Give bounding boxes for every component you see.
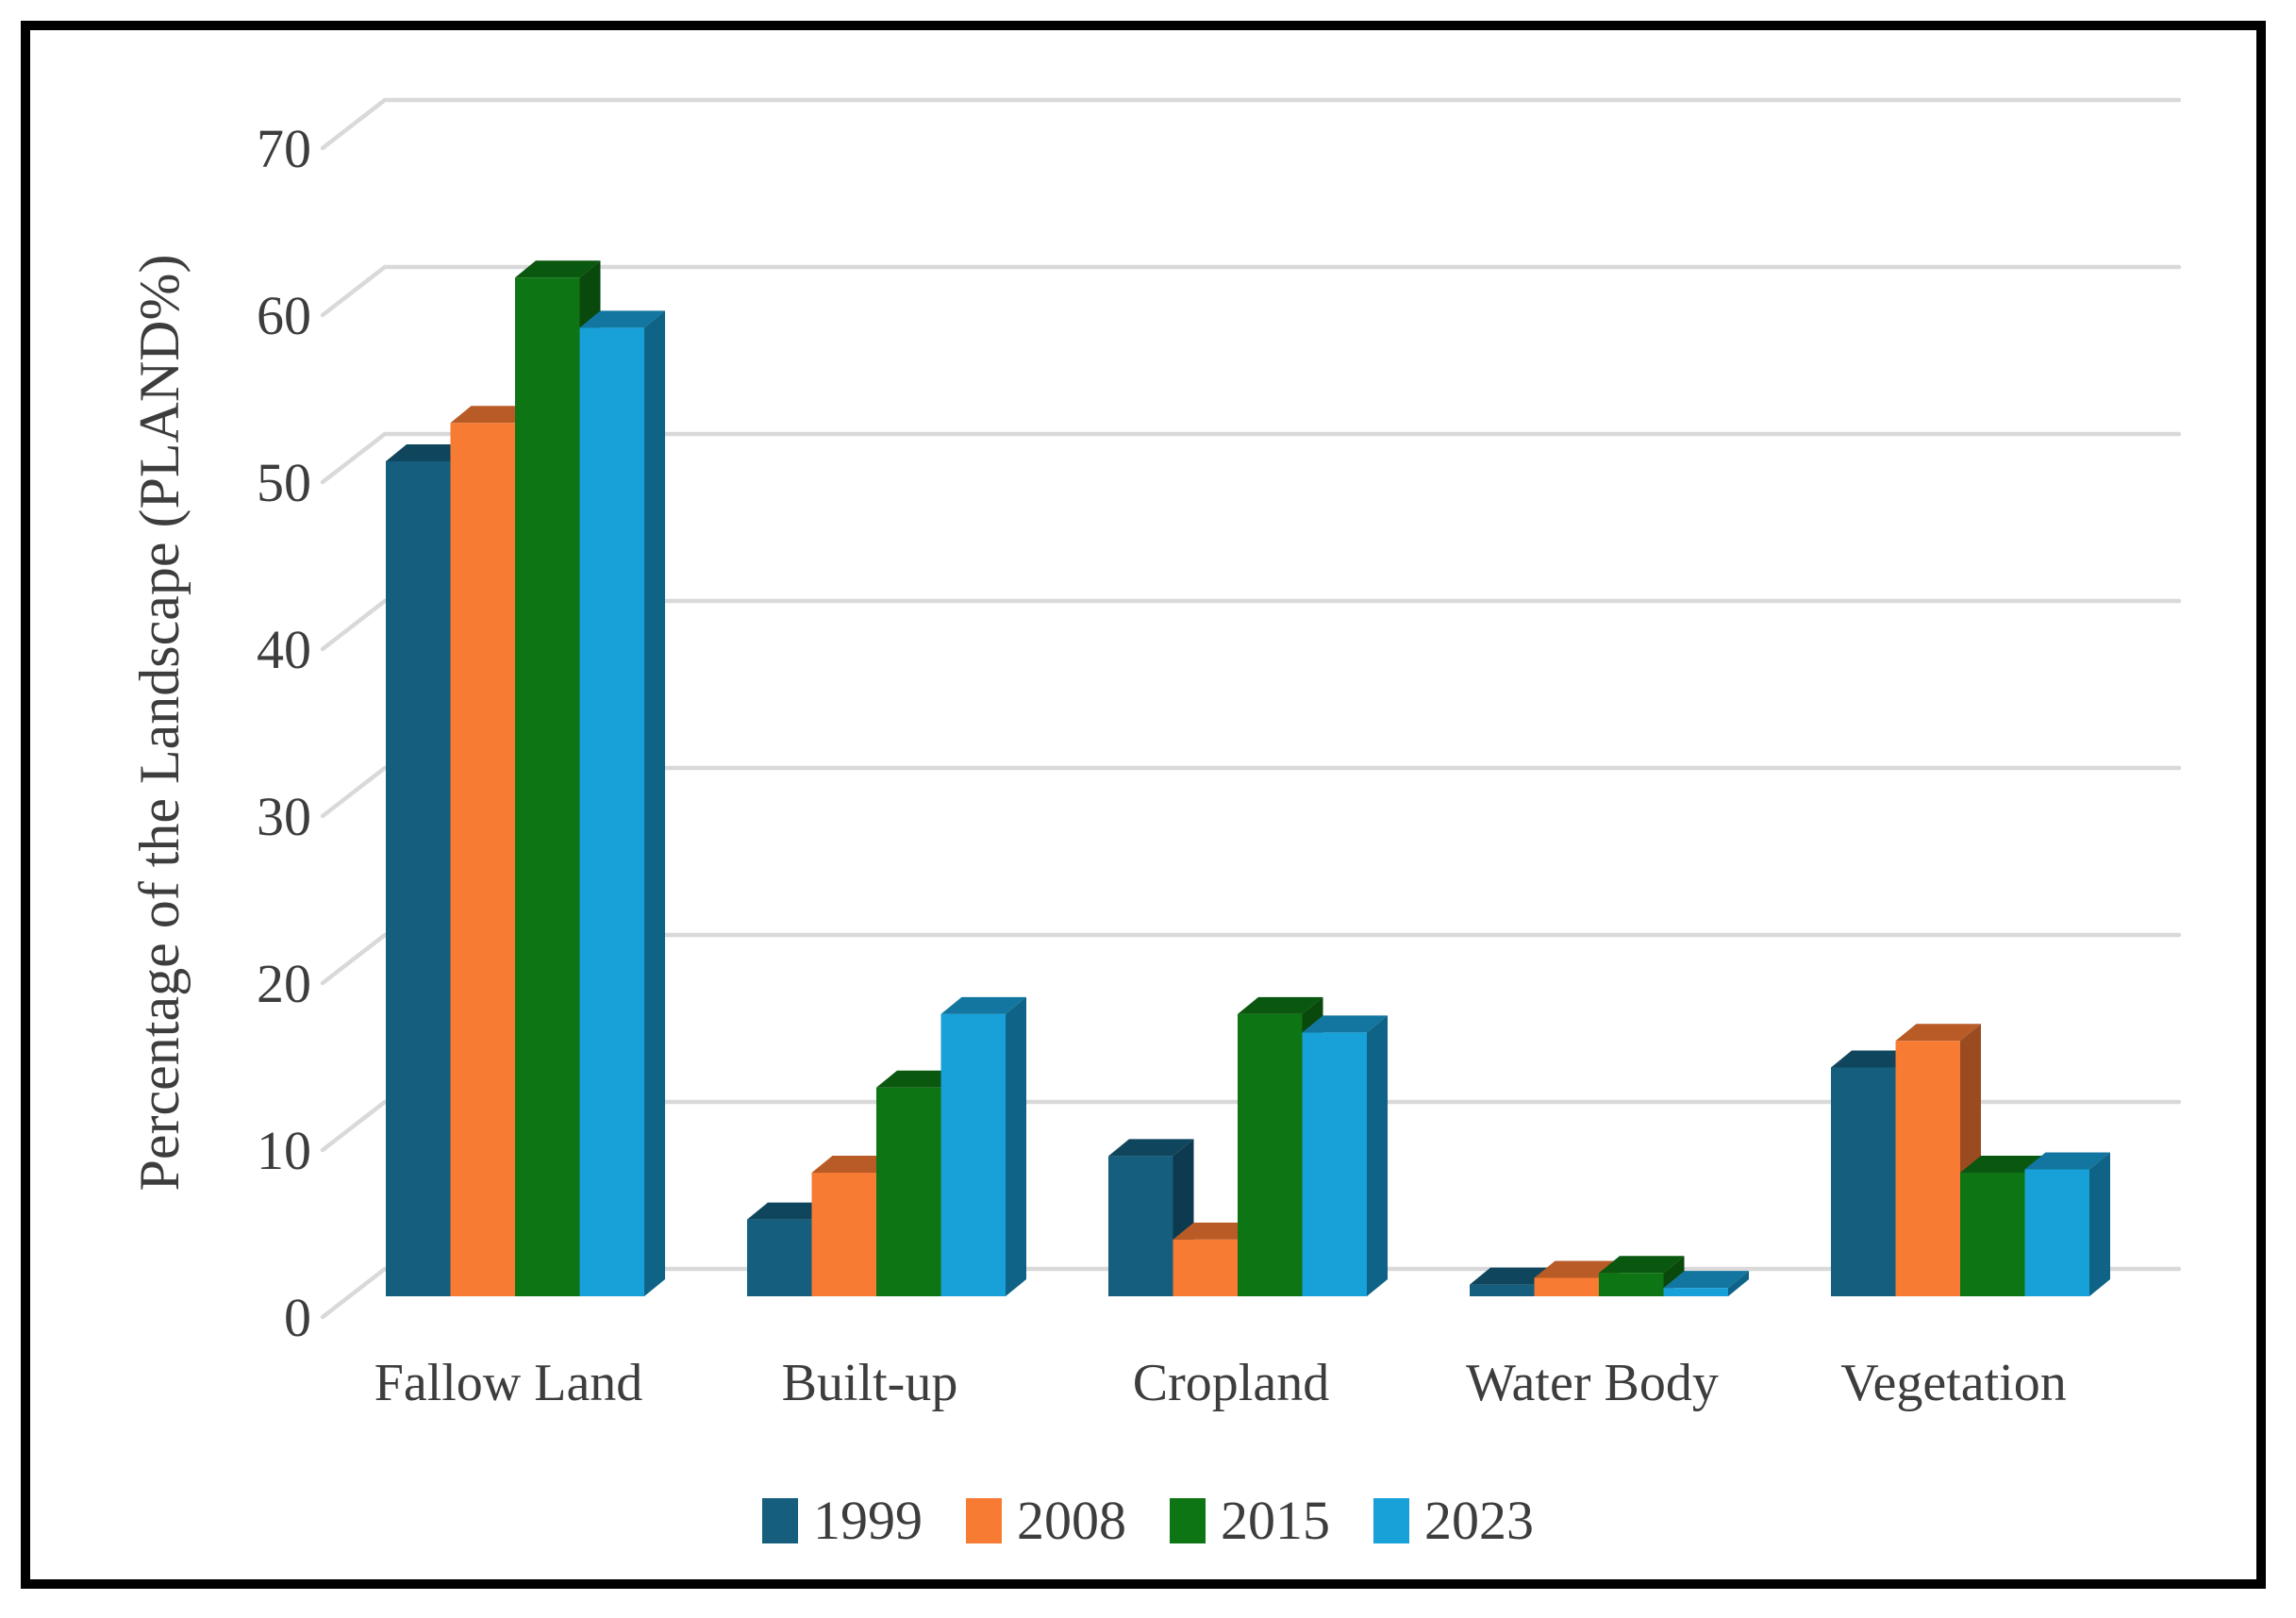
bar-top-face — [1108, 1139, 1194, 1157]
gridline-50 — [320, 431, 2182, 485]
x-axis-label-built-up: Built-up — [781, 1354, 958, 1412]
legend-item-2008: 2008 — [966, 1493, 1126, 1548]
x-axis-label-cropland: Cropland — [1132, 1354, 1330, 1412]
legend-marker-2023 — [1373, 1498, 1409, 1543]
y-tick-label-30: 30 — [257, 786, 311, 847]
bar-2023-built-up — [940, 996, 1026, 1296]
bar-2023-fallow-land — [579, 310, 665, 1296]
bar-front-face — [1470, 1284, 1535, 1296]
legend-label-2008: 2008 — [1017, 1490, 1126, 1551]
bar-front-face — [1831, 1067, 1896, 1296]
y-tick-label-40: 40 — [257, 619, 311, 680]
bar-top-face — [1831, 1050, 1917, 1068]
bar-top-face — [1470, 1267, 1556, 1285]
bar-front-face — [1238, 1013, 1303, 1296]
legend-marker-2015 — [1170, 1498, 1206, 1543]
bar-top-face — [1895, 1024, 1981, 1042]
legend-item-1999: 1999 — [762, 1493, 923, 1548]
bar-side-face — [644, 310, 665, 1296]
bar-front-face — [1173, 1239, 1238, 1296]
legend-item-2015: 2015 — [1170, 1493, 1330, 1548]
bar-front-face — [1663, 1288, 1728, 1296]
bar-top-face — [876, 1070, 962, 1088]
legend: 1999 2008 2015 2023 — [0, 1483, 2296, 1559]
gridline-60 — [320, 264, 2182, 318]
bar-top-face — [1663, 1271, 1749, 1289]
bar-side-face — [1367, 1015, 1388, 1296]
bar-front-face — [1108, 1156, 1173, 1296]
bar-front-face — [876, 1087, 941, 1296]
bar-top-face — [1960, 1156, 2046, 1174]
bar-front-face — [747, 1219, 812, 1296]
bar-top-face — [2024, 1152, 2110, 1170]
bar-front-face — [515, 277, 580, 1296]
bar-front-face — [1895, 1041, 1960, 1296]
bar-side-face — [1006, 996, 1026, 1296]
bar-top-face — [1238, 996, 1323, 1014]
y-tick-label-0: 0 — [284, 1287, 311, 1348]
bar-top-face — [579, 310, 665, 328]
bar-top-face — [450, 406, 536, 424]
bar-front-face — [450, 423, 515, 1296]
legend-label-2023: 2023 — [1424, 1490, 1534, 1551]
gridline-70 — [320, 97, 2182, 151]
legend-item-2023: 2023 — [1373, 1493, 1534, 1548]
y-tick-label-20: 20 — [257, 953, 311, 1014]
y-axis-title: Percentage of the Landscape (PLAND%) — [128, 254, 191, 1192]
bar-top-face — [1534, 1260, 1620, 1278]
y-tick-label-50: 50 — [257, 452, 311, 513]
bar-front-face — [1302, 1032, 1367, 1296]
bar-front-face — [811, 1173, 876, 1296]
gridline-10 — [320, 1099, 2182, 1153]
y-tick-label-10: 10 — [257, 1120, 311, 1181]
bar-top-face — [1302, 1015, 1388, 1033]
legend-marker-1999 — [762, 1498, 798, 1543]
bar-front-face — [2024, 1169, 2089, 1296]
bar-top-face — [515, 260, 601, 278]
x-axis-label-fallow-land: Fallow Land — [374, 1354, 643, 1412]
bar-front-face — [386, 461, 451, 1296]
x-axis-label-water-body: Water Body — [1466, 1354, 1719, 1412]
bar-2023-vegetation — [2024, 1152, 2110, 1296]
legend-marker-2008 — [966, 1498, 1002, 1543]
legend-label-1999: 1999 — [813, 1490, 923, 1551]
gridline-30 — [320, 765, 2182, 819]
bar-side-face — [1728, 1271, 1749, 1296]
y-tick-label-60: 60 — [257, 285, 311, 346]
bar-top-face — [386, 444, 472, 461]
bar-top-face — [747, 1202, 833, 1220]
legend-label-2015: 2015 — [1221, 1490, 1330, 1551]
gridline-20 — [320, 932, 2182, 986]
x-axis-label-vegetation: Vegetation — [1840, 1354, 2067, 1412]
bar-2023-water-body — [1663, 1271, 1749, 1296]
bar-side-face — [2089, 1152, 2110, 1296]
bar-top-face — [811, 1156, 897, 1174]
bar-front-face — [940, 1013, 1006, 1296]
bar-2023-cropland — [1302, 1015, 1388, 1296]
bar-front-face — [1599, 1273, 1664, 1296]
bar-top-face — [1599, 1256, 1685, 1274]
bar-top-face — [940, 996, 1026, 1014]
bar-front-face — [579, 327, 644, 1296]
y-tick-label-70: 70 — [257, 118, 311, 179]
gridline-40 — [320, 598, 2182, 652]
bar-front-face — [1960, 1173, 2025, 1296]
bar-top-face — [1173, 1222, 1258, 1240]
bar-front-face — [1534, 1277, 1599, 1296]
